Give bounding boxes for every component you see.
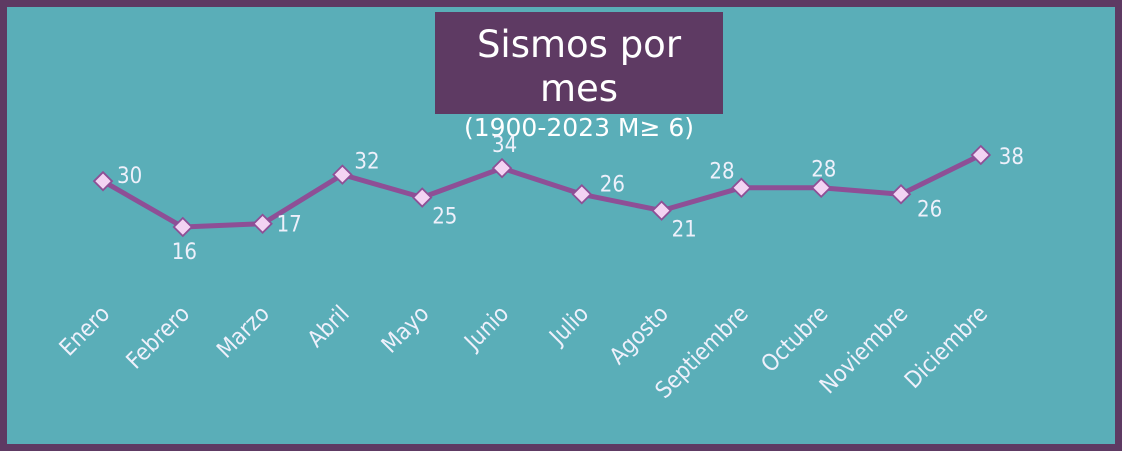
x-tick-label-julio: Julio bbox=[544, 301, 594, 351]
data-point-mayo bbox=[411, 187, 433, 208]
x-tick-label-abril: Abril bbox=[303, 301, 355, 353]
x-tick-label-octubre: Octubre bbox=[757, 301, 834, 378]
x-axis: Enero Febrero Marzo Abril Mayo Junio Julio Agos… bbox=[55, 301, 993, 404]
chart-frame: Sismos por mes (1900-2023 M≥ 6) 30 16 17 32… bbox=[7, 7, 1115, 444]
data-label-febrero: 16 bbox=[172, 240, 197, 265]
data-point-julio bbox=[571, 183, 593, 205]
data-point-noviembre bbox=[890, 183, 912, 205]
data-point-enero bbox=[92, 170, 114, 192]
series-layer bbox=[92, 144, 992, 238]
x-tick-label-junio: Junio bbox=[459, 301, 515, 357]
x-tick-label-mayo: Mayo bbox=[377, 301, 435, 359]
series-line bbox=[100, 152, 984, 230]
data-label-noviembre: 26 bbox=[917, 197, 942, 222]
chart-subtitle: (1900-2023 M≥ 6) bbox=[463, 113, 695, 142]
data-label-abril: 32 bbox=[354, 150, 379, 175]
x-tick-label-diciembre: Diciembre bbox=[900, 301, 993, 394]
label-layer: 30 16 17 32 25 34 26 21 28 28 26 38 bbox=[117, 133, 1024, 265]
data-label-marzo: 17 bbox=[277, 213, 302, 238]
x-tick-label-marzo: Marzo bbox=[212, 301, 275, 364]
data-point-febrero bbox=[172, 216, 194, 238]
data-point-septiembre bbox=[731, 177, 752, 199]
x-tick-label-enero: Enero bbox=[55, 301, 116, 362]
data-point-agosto bbox=[651, 200, 672, 221]
data-label-enero: 30 bbox=[117, 164, 142, 189]
line-chart: 30 16 17 32 25 34 26 21 28 28 26 38 Enero Febrero Mar… bbox=[55, 133, 1024, 404]
data-label-agosto: 21 bbox=[672, 218, 697, 243]
chart-title: Sismos por mes bbox=[476, 23, 682, 110]
data-label-julio: 26 bbox=[600, 172, 625, 197]
data-point-diciembre bbox=[970, 144, 992, 166]
data-label-mayo: 25 bbox=[432, 205, 457, 230]
x-tick-label-febrero: Febrero bbox=[122, 301, 195, 374]
data-point-junio bbox=[491, 157, 513, 179]
data-label-septiembre: 28 bbox=[709, 160, 734, 185]
data-point-abril bbox=[332, 164, 353, 185]
x-tick-label-agosto: Agosto bbox=[605, 301, 674, 370]
data-label-octubre: 28 bbox=[811, 158, 836, 183]
data-point-marzo bbox=[252, 213, 273, 235]
title-box: Sismos por mes (1900-2023 M≥ 6) bbox=[435, 12, 723, 142]
data-label-junio: 34 bbox=[492, 133, 517, 158]
data-label-diciembre: 38 bbox=[999, 145, 1024, 170]
data-point-octubre bbox=[810, 177, 832, 199]
